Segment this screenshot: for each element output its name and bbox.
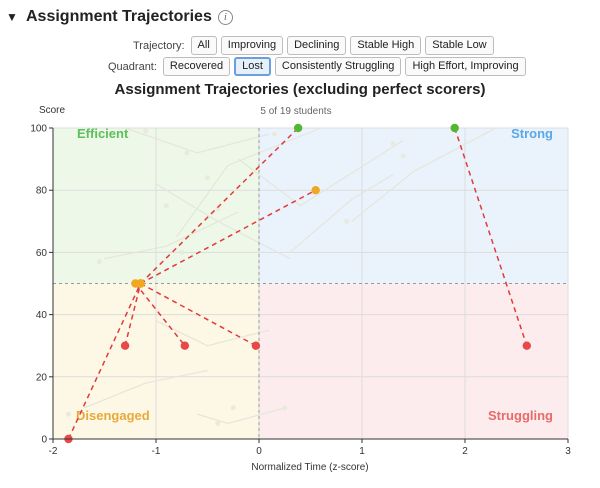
faded-trajectory-line — [289, 174, 394, 253]
x-tick-label: 0 — [256, 446, 262, 457]
trajectory-filter-row: Trajectory: All Improving Declining Stab… — [133, 36, 498, 55]
faded-point — [390, 141, 396, 147]
chart-subtitle: 5 of 19 students — [260, 106, 331, 117]
faded-trajectory-line — [104, 211, 239, 260]
y-tick-label: 0 — [41, 435, 47, 446]
faded-point — [400, 153, 406, 159]
collapse-caret-icon[interactable]: ▼ — [6, 10, 18, 24]
faded-point — [184, 150, 190, 156]
x-tick-label: 2 — [462, 446, 468, 457]
x-tick-label: 3 — [565, 446, 571, 457]
faded-trajectory-line — [124, 127, 270, 154]
trajectory-line — [140, 282, 257, 347]
quadrant-high-effort-improving-button[interactable]: High Effort, Improving — [405, 57, 526, 76]
faded-point — [65, 411, 71, 417]
trajectory-stable-high-button[interactable]: Stable High — [350, 36, 422, 55]
quadrant-consistently-struggling-button[interactable]: Consistently Struggling — [274, 57, 402, 76]
y-tick-label: 100 — [30, 124, 47, 135]
x-tick-label: -1 — [152, 446, 161, 457]
y-tick-label: 80 — [36, 186, 48, 197]
trajectory-end-point — [293, 123, 303, 133]
quadrant-label-disengaged: Disengaged — [76, 408, 150, 423]
faded-point — [143, 128, 149, 134]
section-title: Assignment Trajectories — [26, 8, 212, 25]
faded-point — [96, 259, 102, 265]
trajectory-declining-button[interactable]: Declining — [287, 36, 347, 55]
trajectory-line — [124, 283, 142, 346]
quadrant-filter-label: Quadrant: — [108, 60, 157, 73]
faded-point — [215, 420, 221, 426]
faded-trajectory-line — [197, 407, 285, 425]
quadrant-label-strong: Strong — [511, 126, 553, 141]
x-tick-label: -2 — [49, 446, 58, 457]
trajectory-stable-low-button[interactable]: Stable Low — [425, 36, 494, 55]
quadrant-strong-bg — [259, 128, 568, 284]
faded-point — [163, 203, 169, 209]
faded-point — [271, 131, 277, 137]
x-axis-label: Normalized Time (z-score) — [251, 462, 368, 473]
trajectory-line — [134, 283, 186, 347]
faded-point — [344, 218, 350, 224]
trajectory-line — [453, 127, 528, 346]
faded-point — [179, 249, 185, 255]
trajectory-end-point — [136, 279, 145, 288]
faded-trajectory-line — [176, 127, 322, 238]
quadrant-label-efficient: Efficient — [77, 126, 129, 141]
trajectory-chart: Efficient Strong Disengaged Struggling -2 -1… — [30, 105, 571, 473]
trajectory-end-point — [180, 341, 190, 350]
chart-title: Assignment Trajectories (excluding perfe… — [114, 81, 486, 98]
section-header: ▼ Assignment Trajectories i — [6, 6, 233, 28]
quadrant-filter-row: Quadrant: Recovered Lost Consistently St… — [108, 57, 530, 76]
trajectory-end-point — [251, 341, 261, 350]
trajectory-improving-button[interactable]: Improving — [220, 36, 284, 55]
quadrant-struggling-bg — [259, 283, 568, 439]
y-tick-label: 60 — [36, 248, 48, 259]
trajectory-end-point — [522, 341, 531, 350]
info-icon[interactable]: i — [217, 9, 233, 25]
trajectory-start-point — [120, 341, 130, 350]
quadrant-lost-button[interactable]: Lost — [234, 57, 271, 76]
faded-point — [215, 206, 221, 212]
trajectory-start-point — [450, 123, 459, 133]
faded-trajectory-line — [83, 369, 208, 409]
faded-point — [205, 175, 210, 181]
trajectory-filter-label: Trajectory: — [133, 39, 185, 52]
quadrant-label-struggling: Struggling — [488, 408, 553, 423]
y-tick-label: 40 — [36, 310, 48, 321]
faded-trajectory-line — [155, 320, 270, 347]
x-tick-label: 1 — [359, 446, 365, 457]
trajectory-end-point — [311, 186, 320, 195]
y-axis-label: Score — [39, 105, 66, 116]
trajectory-line — [140, 189, 317, 285]
faded-trajectory-line — [238, 139, 404, 207]
trajectory-line — [140, 127, 299, 285]
faded-trajectory-line — [351, 127, 497, 222]
trajectory-all-button[interactable]: All — [190, 36, 217, 55]
quadrant-recovered-button[interactable]: Recovered — [162, 57, 231, 76]
faded-point — [230, 405, 236, 411]
y-tick-label: 20 — [36, 372, 48, 383]
trajectory-line — [67, 283, 142, 440]
faded-point — [282, 405, 288, 411]
